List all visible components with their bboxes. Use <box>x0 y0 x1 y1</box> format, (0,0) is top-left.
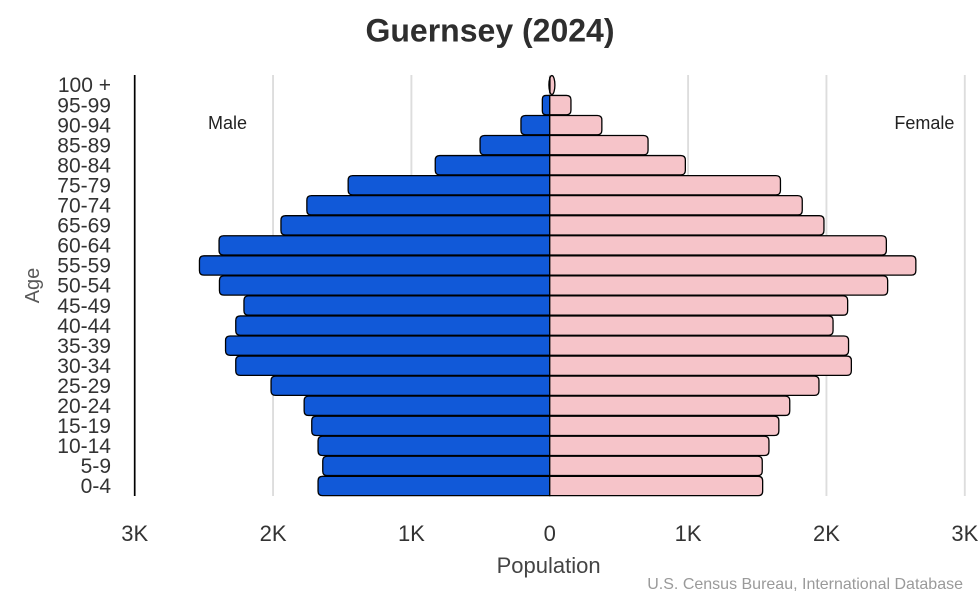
svg-text:60-64: 60-64 <box>57 235 111 258</box>
svg-text:70-74: 70-74 <box>57 195 111 218</box>
svg-text:Female: Female <box>894 113 954 133</box>
svg-text:30-34: 30-34 <box>57 355 111 378</box>
svg-text:0-4: 0-4 <box>81 475 112 498</box>
svg-text:90-94: 90-94 <box>57 114 111 137</box>
svg-text:80-84: 80-84 <box>57 154 111 177</box>
svg-text:45-49: 45-49 <box>57 295 111 318</box>
svg-text:Population: Population <box>497 553 601 578</box>
svg-text:2K: 2K <box>813 521 840 546</box>
svg-text:U.S. Census Bureau, Internatio: U.S. Census Bureau, International Databa… <box>647 576 963 593</box>
svg-text:95-99: 95-99 <box>57 94 111 117</box>
svg-text:10-14: 10-14 <box>57 435 111 458</box>
svg-text:20-24: 20-24 <box>57 395 111 418</box>
svg-text:5-9: 5-9 <box>81 455 111 478</box>
svg-text:Guernsey (2024): Guernsey (2024) <box>365 13 614 49</box>
svg-text:1K: 1K <box>398 521 425 546</box>
svg-text:Male: Male <box>208 113 247 133</box>
svg-text:50-54: 50-54 <box>57 275 111 298</box>
svg-text:35-39: 35-39 <box>57 335 111 358</box>
svg-text:0: 0 <box>544 521 556 546</box>
svg-text:75-79: 75-79 <box>57 174 111 197</box>
svg-text:3K: 3K <box>121 521 148 546</box>
svg-text:85-89: 85-89 <box>57 134 111 157</box>
svg-text:Age: Age <box>22 268 44 304</box>
svg-text:15-19: 15-19 <box>57 415 111 438</box>
svg-text:40-44: 40-44 <box>57 315 111 338</box>
svg-text:2K: 2K <box>260 521 287 546</box>
svg-text:100 +: 100 + <box>58 74 111 97</box>
svg-text:1K: 1K <box>675 521 702 546</box>
svg-text:3K: 3K <box>951 521 978 546</box>
svg-text:55-59: 55-59 <box>57 255 111 278</box>
svg-text:65-69: 65-69 <box>57 215 111 238</box>
svg-text:25-29: 25-29 <box>57 375 111 398</box>
